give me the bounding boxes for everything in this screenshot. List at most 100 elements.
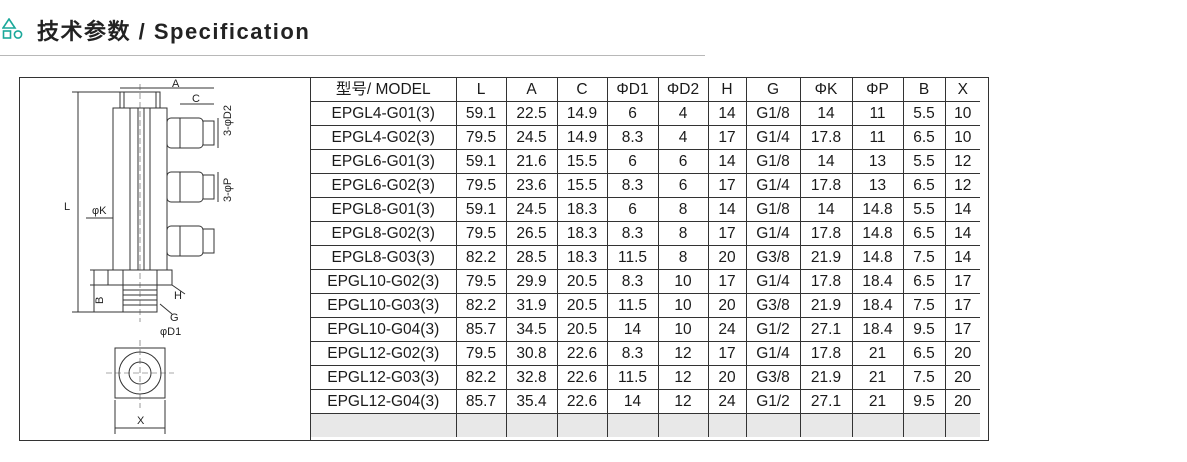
cell-l: 79.5: [455, 173, 507, 198]
cell-l: 85.7: [455, 389, 507, 414]
cell-p: 11: [851, 101, 904, 126]
cell-b: 7.5: [902, 245, 946, 270]
cell-a: 35.4: [505, 389, 558, 414]
cell-x: 14: [944, 245, 980, 270]
cell-x: 12: [944, 149, 980, 174]
cell-model: EPGL12-G03(3): [311, 365, 457, 390]
cell-k: 27.1: [799, 389, 853, 414]
table-empty-cell: [606, 413, 659, 437]
table-empty-cell: [455, 413, 507, 437]
cell-c: 20.5: [556, 317, 608, 342]
cell-l: 82.2: [455, 365, 507, 390]
cell-a: 29.9: [505, 269, 558, 294]
cell-d2: 8: [657, 197, 709, 222]
cell-g: G1/8: [745, 101, 801, 126]
dim-label-p: 3-φP: [222, 178, 234, 202]
cell-d2: 6: [657, 173, 709, 198]
table-empty-cell: [745, 413, 801, 437]
cell-g: G3/8: [745, 293, 801, 318]
cell-b: 5.5: [902, 197, 946, 222]
cell-h: 14: [707, 197, 747, 222]
cell-d2: 10: [657, 317, 709, 342]
cell-k: 21.9: [799, 245, 853, 270]
cell-d2: 8: [657, 221, 709, 246]
table-header-row: 型号/ MODEL L A C ΦD1 ΦD2 H G ΦK ΦP B X: [311, 78, 980, 102]
cell-x: 14: [944, 221, 980, 246]
table-row: EPGL10-G03(3) 82.2 31.9 20.5 11.5 10 20 G3/8 21.…: [311, 293, 980, 318]
table-empty-row: [311, 413, 980, 437]
table-row: EPGL12-G02(3) 79.5 30.8 22.6 8.3 12 17 G1/4 17.8…: [311, 341, 980, 366]
cell-d2: 4: [657, 101, 709, 126]
cell-model: EPGL12-G02(3): [311, 341, 457, 366]
cell-k: 14: [799, 197, 853, 222]
cell-g: G1/4: [745, 173, 801, 198]
column-header-d1: ΦD1: [606, 78, 659, 102]
cell-model: EPGL4-G01(3): [311, 101, 457, 126]
cell-g: G3/8: [745, 245, 801, 270]
cell-p: 18.4: [851, 269, 904, 294]
cell-l: 82.2: [455, 245, 507, 270]
cell-d1: 11.5: [606, 245, 659, 270]
cell-g: G1/2: [745, 317, 801, 342]
cell-l: 79.5: [455, 269, 507, 294]
cell-h: 14: [707, 149, 747, 174]
cell-x: 17: [944, 293, 980, 318]
cell-a: 32.8: [505, 365, 558, 390]
table-row: EPGL12-G03(3) 82.2 32.8 22.6 11.5 12 20 G3/8 21.…: [311, 365, 980, 390]
cell-h: 17: [707, 269, 747, 294]
table-row: EPGL8-G03(3) 82.2 28.5 18.3 11.5 8 20 G3/8 21.9 1…: [311, 245, 980, 270]
cell-x: 17: [944, 317, 980, 342]
table-empty-cell: [311, 413, 457, 437]
cell-x: 10: [944, 101, 980, 126]
dim-label-l: L: [64, 201, 70, 213]
cell-h: 24: [707, 317, 747, 342]
cell-d2: 8: [657, 245, 709, 270]
cell-k: 27.1: [799, 317, 853, 342]
table-row: EPGL6-G02(3) 79.5 23.6 15.5 8.3 6 17 G1/4 17.8 13…: [311, 173, 980, 198]
header-divider: [0, 55, 705, 56]
cell-p: 11: [851, 125, 904, 150]
technical-drawing: A C 3-φD2 3-φP L φK B H G φD1 X: [20, 78, 311, 440]
cell-x: 10: [944, 125, 980, 150]
cell-c: 22.6: [556, 389, 608, 414]
cell-b: 6.5: [902, 269, 946, 294]
cell-k: 21.9: [799, 293, 853, 318]
cell-h: 20: [707, 245, 747, 270]
cell-l: 59.1: [455, 197, 507, 222]
cell-g: G1/8: [745, 149, 801, 174]
cell-a: 24.5: [505, 125, 558, 150]
cell-x: 20: [944, 389, 980, 414]
cell-g: G1/8: [745, 197, 801, 222]
cell-d1: 14: [606, 317, 659, 342]
cell-p: 21: [851, 389, 904, 414]
dim-label-d1: φD1: [160, 326, 181, 338]
cell-d2: 10: [657, 269, 709, 294]
cell-k: 17.8: [799, 221, 853, 246]
table-empty-cell: [944, 413, 980, 437]
cell-b: 7.5: [902, 365, 946, 390]
dim-label-b: B: [94, 297, 106, 304]
column-header-d2: ΦD2: [657, 78, 709, 102]
cell-g: G3/8: [745, 365, 801, 390]
cell-c: 18.3: [556, 197, 608, 222]
column-header-model: 型号/ MODEL: [311, 78, 457, 102]
cell-p: 14.8: [851, 245, 904, 270]
cell-a: 23.6: [505, 173, 558, 198]
cell-model: EPGL6-G01(3): [311, 149, 457, 174]
table-row: EPGL6-G01(3) 59.1 21.6 15.5 6 6 14 G1/8 14 13 5.5 1…: [311, 149, 980, 174]
cell-c: 20.5: [556, 293, 608, 318]
column-header-c: C: [556, 78, 608, 102]
column-header-k: ΦK: [799, 78, 853, 102]
cell-g: G1/4: [745, 221, 801, 246]
cell-d1: 8.3: [606, 125, 659, 150]
cell-p: 14.8: [851, 197, 904, 222]
dim-label-h: H: [174, 290, 182, 302]
cell-c: 22.6: [556, 365, 608, 390]
table-empty-cell: [799, 413, 853, 437]
table-row: EPGL10-G02(3) 79.5 29.9 20.5 8.3 10 17 G1/4 17.8…: [311, 269, 980, 294]
cell-x: 17: [944, 269, 980, 294]
cell-a: 22.5: [505, 101, 558, 126]
cell-l: 85.7: [455, 317, 507, 342]
cell-h: 17: [707, 341, 747, 366]
cell-model: EPGL10-G03(3): [311, 293, 457, 318]
